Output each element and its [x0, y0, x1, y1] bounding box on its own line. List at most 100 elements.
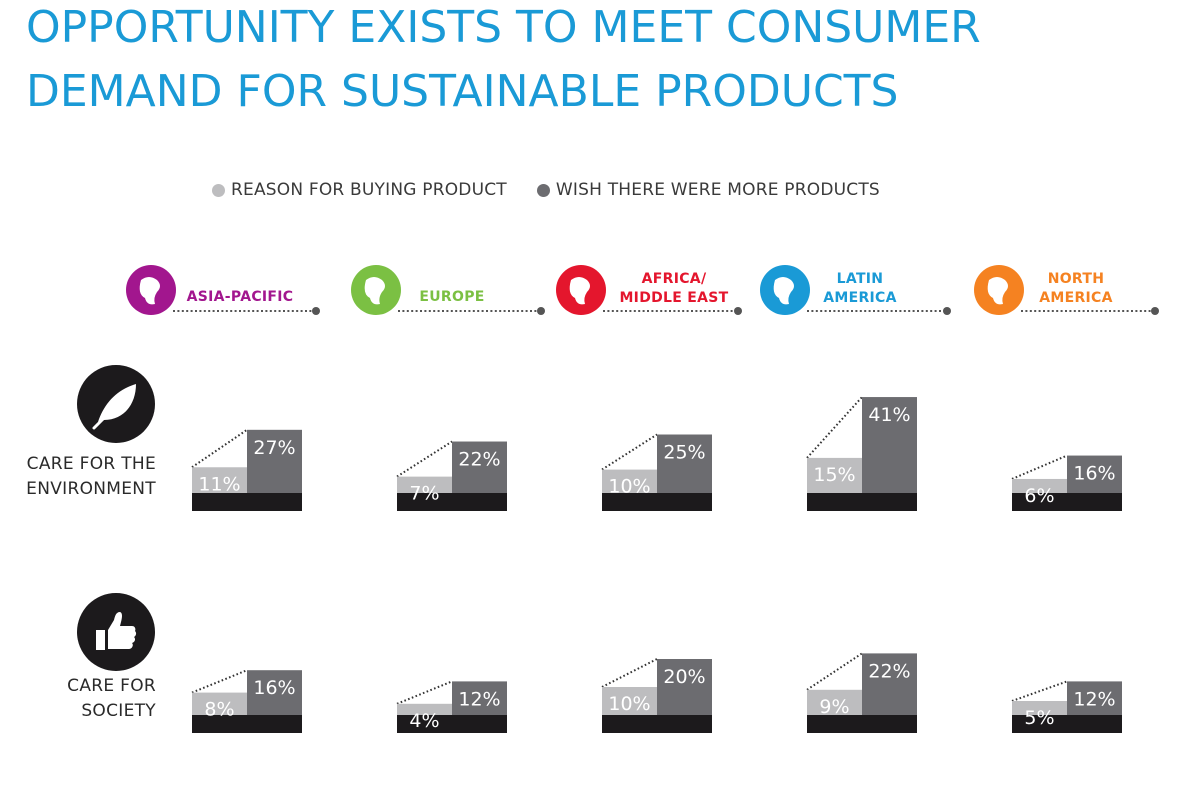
connector-line — [601, 658, 658, 688]
region-divider-end-dot — [537, 307, 545, 315]
region-label-line-1: NORTH — [1047, 271, 1105, 287]
connector-line — [191, 669, 248, 694]
connector-line — [396, 680, 453, 705]
data-label-reason: 10% — [608, 693, 650, 715]
region-label-line-1: AFRICA/ — [641, 271, 707, 287]
bar-reason — [397, 703, 452, 715]
data-label-wish: 16% — [253, 677, 295, 699]
connector-line — [806, 396, 863, 459]
region-divider-end-dot — [1151, 307, 1159, 315]
bar-reason — [807, 689, 862, 715]
bar-wish — [452, 681, 507, 715]
bar-wish — [1067, 681, 1122, 715]
region-label-line-2: AMERICA — [1039, 290, 1113, 306]
bar-reason — [192, 692, 247, 715]
row-label-society: CARE FOR SOCIETY — [0, 674, 156, 724]
connector-line — [806, 652, 863, 691]
region-label-line-2: MIDDLE EAST — [619, 290, 729, 306]
connector-line — [396, 440, 453, 478]
page-title: OPPORTUNITY EXISTS TO MEET CONSUMER DEMA… — [26, 0, 1176, 124]
region-divider-end-dot — [943, 307, 951, 315]
bar-base — [397, 493, 507, 511]
row-label-line-2: ENVIRONMENT — [26, 479, 156, 499]
bar-wish — [657, 434, 712, 493]
bar-reason — [602, 469, 657, 493]
chart-legend: REASON FOR BUYING PRODUCT WISH THERE WER… — [212, 180, 910, 200]
data-label-wish: 25% — [663, 442, 705, 464]
data-label-wish: 22% — [458, 449, 500, 471]
continent-shape — [364, 277, 385, 305]
bar-reason — [1012, 701, 1067, 715]
region-label-line-1: EUROPE — [419, 289, 485, 305]
region-label-north-america: NORTH AMERICA — [1026, 270, 1126, 308]
region-label-latin-america: LATIN AMERICA — [810, 270, 910, 308]
bar-reason — [397, 476, 452, 493]
connector-line — [191, 428, 248, 469]
region-label-line-2: AMERICA — [823, 290, 897, 306]
bar-base — [1012, 715, 1122, 733]
data-label-reason: 9% — [819, 696, 849, 718]
thumbs-up-icon — [77, 593, 155, 671]
bar-base — [192, 493, 302, 511]
bar-base — [807, 493, 917, 511]
continent-shape — [569, 277, 590, 305]
region-label-africa-middle-east: AFRICA/ MIDDLE EAST — [612, 270, 736, 308]
bar-wish — [247, 429, 302, 493]
bar-base — [192, 715, 302, 733]
bar-reason — [602, 687, 657, 715]
data-label-wish: 16% — [1073, 463, 1115, 485]
bar-base — [602, 715, 712, 733]
data-label-reason: 11% — [198, 473, 240, 495]
continent-shape — [773, 277, 794, 305]
page-title-line-2: DEMAND FOR SUSTAINABLE PRODUCTS — [26, 66, 899, 117]
data-label-reason: 7% — [409, 483, 439, 505]
continent-shape — [139, 277, 160, 305]
legend-swatch-wish — [536, 183, 550, 197]
data-label-reason: 4% — [409, 710, 439, 732]
bar-reason — [807, 457, 862, 493]
bar-reason — [192, 467, 247, 493]
row-label-line-1: CARE FOR THE — [26, 454, 156, 474]
continent-shape — [987, 277, 1008, 305]
row-label-line-1: CARE FOR — [67, 676, 156, 696]
leaf-icon — [77, 365, 155, 443]
legend-label-wish: WISH THERE WERE MORE PRODUCTS — [555, 180, 880, 200]
data-label-wish: 12% — [1073, 688, 1115, 710]
region-label-europe: EUROPE — [404, 288, 500, 307]
bar-base — [807, 715, 917, 733]
bar-wish — [657, 659, 712, 715]
data-label-wish: 27% — [253, 437, 295, 459]
data-label-wish: 12% — [458, 688, 500, 710]
bar-base — [602, 493, 712, 511]
legend-item-wish: WISH THERE WERE MORE PRODUCTS — [536, 180, 880, 200]
data-label-wish: 22% — [868, 660, 910, 682]
connector-line — [1011, 680, 1068, 702]
region-divider-end-dot — [312, 307, 320, 315]
bar-wish — [862, 653, 917, 715]
legend-item-reason: REASON FOR BUYING PRODUCT — [212, 180, 507, 200]
row-label-line-2: SOCIETY — [81, 701, 156, 721]
bar-wish — [1067, 455, 1122, 493]
data-label-reason: 15% — [813, 464, 855, 486]
legend-label-reason: REASON FOR BUYING PRODUCT — [231, 180, 507, 200]
bar-wish — [862, 397, 917, 493]
connector-line — [601, 433, 658, 471]
region-label-line-1: LATIN — [836, 271, 884, 287]
data-label-reason: 10% — [608, 476, 650, 498]
data-label-wish: 20% — [663, 666, 705, 688]
data-label-reason: 6% — [1024, 485, 1054, 507]
data-label-reason: 8% — [204, 699, 234, 721]
region-divider-end-dot — [734, 307, 742, 315]
bar-wish — [247, 670, 302, 715]
region-label-asia-pacific: ASIA-PACIFIC — [182, 288, 298, 307]
region-label-line-1: ASIA-PACIFIC — [186, 289, 294, 305]
legend-swatch-reason — [212, 183, 225, 197]
bar-reason — [1012, 478, 1067, 493]
bar-base — [397, 715, 507, 733]
bar-base — [1012, 493, 1122, 511]
bar-wish — [452, 441, 507, 493]
row-label-environment: CARE FOR THE ENVIRONMENT — [0, 452, 156, 502]
connector-line — [1011, 454, 1068, 480]
page-title-line-1: OPPORTUNITY EXISTS TO MEET CONSUMER — [26, 2, 981, 53]
